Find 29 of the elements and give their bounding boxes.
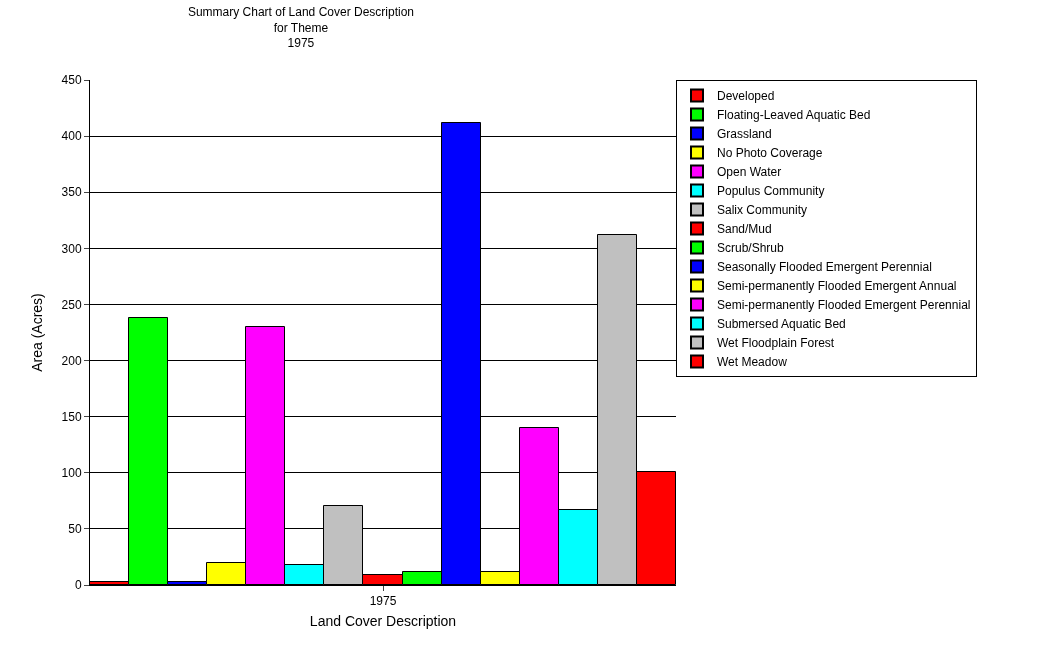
y-tick-label: 300 [61,241,82,256]
chart-title: Summary Chart of Land Cover Description for Theme 1975 [187,5,415,51]
legend-label: Wet Floodplain Forest [717,336,835,351]
y-tick-label: 150 [61,409,82,424]
legend-label: Salix Community [717,203,808,218]
legend-label: No Photo Coverage [717,146,823,161]
y-tick-label: 100 [61,465,82,480]
y-tick-label: 400 [61,129,82,144]
y-tick-label: 350 [61,185,82,200]
x-axis-title: Land Cover Description [309,612,457,629]
y-tick-label: 450 [61,73,82,88]
legend-label: Open Water [717,165,782,180]
y-axis-title: Area (Acres) [29,293,46,372]
legend-label: Developed [717,89,775,104]
legend-label: Populus Community [717,184,825,199]
legend-label: Wet Meadow [717,355,788,370]
legend-label: Submersed Aquatic Bed [717,317,846,332]
legend-label: Scrub/Shrub [717,241,785,256]
legend-label: Floating-Leaved Aquatic Bed [717,108,871,123]
y-tick-label: 250 [61,297,82,312]
x-tick-label: 1975 [369,594,397,609]
legend-label: Grassland [717,127,772,142]
legend-label: Semi-permanently Flooded Emergent Perennial [717,298,971,313]
y-tick-label: 50 [68,522,82,537]
legend-label: Sand/Mud [717,222,772,237]
legend-label: Semi-permanently Flooded Emergent Annual [717,279,957,294]
y-tick-label: 0 [74,578,82,593]
legend-label: Seasonally Flooded Emergent Perennial [717,260,932,275]
y-tick-label: 200 [61,353,82,368]
